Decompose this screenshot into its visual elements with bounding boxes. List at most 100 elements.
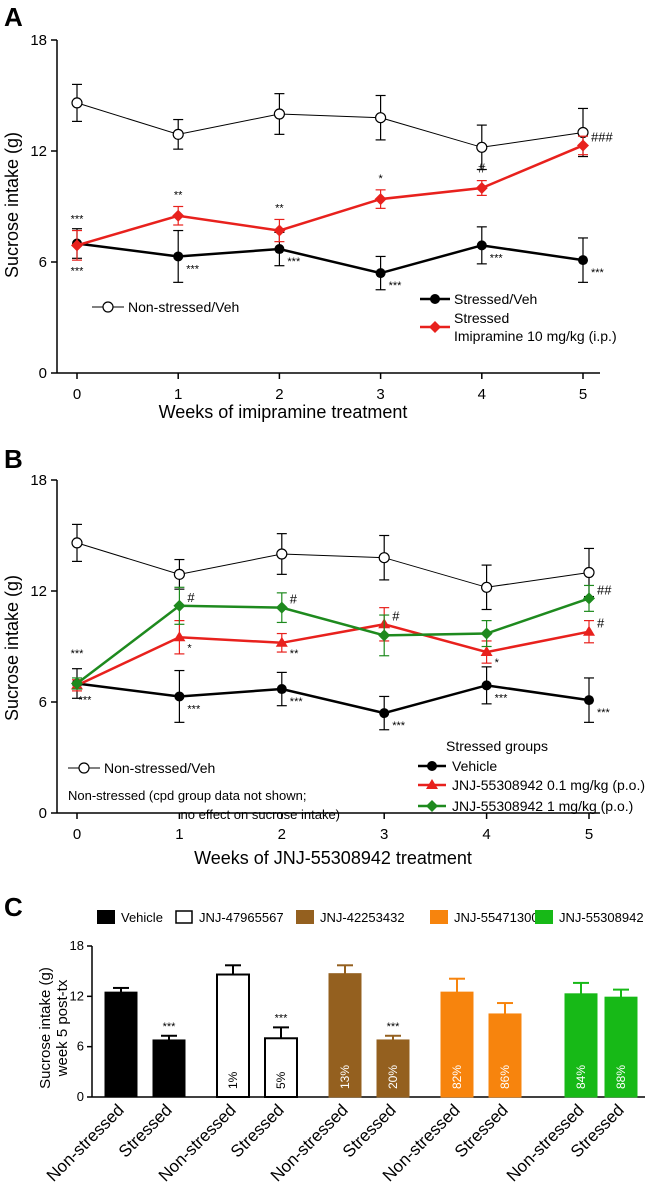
data-point <box>275 636 288 647</box>
legend-item-low-dose: JNJ-55308942 0.1 mg/kg (p.o.) <box>418 777 645 793</box>
percent-label: 84% <box>574 1065 588 1089</box>
bar <box>440 991 474 1098</box>
bar <box>564 993 598 1098</box>
data-point <box>379 708 390 719</box>
y-tick-label: 6 <box>39 254 47 271</box>
y-tick-label: 18 <box>70 938 84 953</box>
panel-c-letter: C <box>4 892 23 922</box>
data-point <box>172 128 184 140</box>
y-tick-label: 0 <box>39 365 47 382</box>
category-label: Stressed <box>451 1100 512 1161</box>
data-point <box>584 695 594 706</box>
data-point <box>275 601 288 614</box>
triangle-icon <box>426 779 438 789</box>
data-point <box>476 141 488 153</box>
data-point <box>378 552 390 564</box>
x-tick-label: 3 <box>380 826 388 843</box>
legend-item-high-dose: JNJ-55308942 1 mg/kg (p.o.) <box>418 798 633 814</box>
series-line <box>76 682 590 715</box>
panel-a-legend: Non-stressed/Veh Stressed/Veh Stressed I… <box>92 291 617 344</box>
data-point <box>374 193 387 206</box>
data-point <box>475 182 488 194</box>
panel-b-x-axis-title: Weeks of JNJ-55308942 treatment <box>194 848 472 868</box>
series-line <box>76 144 584 247</box>
legend-swatch <box>535 910 553 924</box>
open-circle-icon <box>102 301 114 313</box>
data-point <box>71 677 83 690</box>
significance-label: # <box>478 161 486 176</box>
legend-label: JNJ-55308942 1 mg/kg (p.o.) <box>452 798 633 814</box>
bar <box>604 996 638 1098</box>
bar <box>376 1039 410 1098</box>
significance-label: ** <box>275 202 284 214</box>
legend-swatch <box>97 910 115 924</box>
data-point <box>578 255 588 266</box>
category-label: Stressed <box>227 1100 288 1161</box>
y-tick-label: 12 <box>30 583 47 600</box>
x-tick-label: 0 <box>73 826 81 843</box>
series-line <box>76 542 590 588</box>
percent-label: 13% <box>338 1065 352 1089</box>
data-point <box>173 251 184 262</box>
legend-item: JNJ-42253432 <box>296 910 405 925</box>
panel-a-letter: A <box>4 2 23 32</box>
x-tick-label: 0 <box>73 386 81 403</box>
legend-item-vehicle: Vehicle <box>418 758 497 774</box>
percent-label: 5% <box>274 1071 288 1089</box>
panel-a-y-axis-title: Sucrose intake (g) <box>2 132 22 278</box>
data-point <box>173 631 186 642</box>
legend-label: Non-stressed/Veh <box>104 760 215 776</box>
significance-label: *** <box>490 252 504 264</box>
significance-label: *** <box>287 256 301 268</box>
filled-circle-icon <box>430 294 440 304</box>
significance-label: *** <box>290 696 304 708</box>
x-tick-label: 1 <box>175 826 183 843</box>
diamond-icon <box>426 800 438 812</box>
significance-label: ** <box>174 190 183 202</box>
y-tick-label: 18 <box>30 32 47 49</box>
significance-label: ** <box>290 648 299 660</box>
significance-label: * <box>378 173 383 185</box>
y-tick-label: 0 <box>77 1089 84 1104</box>
significance-label: *** <box>591 267 605 279</box>
panel-a-x-axis-title: Weeks of imipramine treatment <box>159 402 408 422</box>
panel-b-legend: Non-stressed/Veh Stressed groups Vehicle… <box>68 738 645 822</box>
legend-label: Stressed <box>454 310 509 326</box>
note-line: Non-stressed (cpd group data not shown; <box>68 788 306 803</box>
data-point <box>273 224 286 237</box>
legend-item-imipramine: Stressed Imipramine 10 mg/kg (i.p.) <box>420 310 617 344</box>
data-point <box>577 139 589 152</box>
percent-label: 86% <box>498 1065 512 1089</box>
x-tick-label: 4 <box>478 386 486 403</box>
legend-item: Vehicle <box>97 910 163 925</box>
panel-b-y-axis-title: Sucrose intake (g) <box>2 575 22 721</box>
significance-label: *** <box>495 692 509 704</box>
legend-item: JNJ-55308942 <box>535 910 644 925</box>
legend-swatch <box>296 910 314 924</box>
data-point <box>273 108 285 120</box>
panel-c-legend: Vehicle JNJ-47965567 JNJ-42253432 JNJ-55471… <box>97 910 644 925</box>
significance-label: *** <box>389 280 403 292</box>
diamond-icon <box>429 321 441 333</box>
legend-label: JNJ-42253432 <box>320 910 405 925</box>
significance-label: # <box>392 608 400 623</box>
bar <box>488 1013 522 1098</box>
category-label: Non-stressed <box>43 1100 128 1185</box>
percent-label: 20% <box>386 1065 400 1089</box>
panel-b-letter: B <box>4 444 23 474</box>
significance-label: *** <box>186 263 200 275</box>
legend-swatch <box>175 910 193 924</box>
significance-label: *** <box>71 648 85 660</box>
data-point <box>583 625 595 636</box>
significance-label: *** <box>163 1021 177 1033</box>
legend-item: JNJ-55471300 <box>430 910 539 925</box>
legend-label: Imipramine 10 mg/kg (i.p.) <box>454 328 617 344</box>
legend-label: Stressed/Veh <box>454 291 537 307</box>
legend-item-stressed-veh: Stressed/Veh <box>420 291 537 307</box>
y-tick-label: 6 <box>77 1039 84 1054</box>
significance-label: # <box>187 590 195 605</box>
significance-label: # <box>290 592 298 607</box>
significance-label: *** <box>392 720 406 732</box>
category-label: Stressed <box>115 1100 176 1161</box>
data-point <box>173 568 185 580</box>
